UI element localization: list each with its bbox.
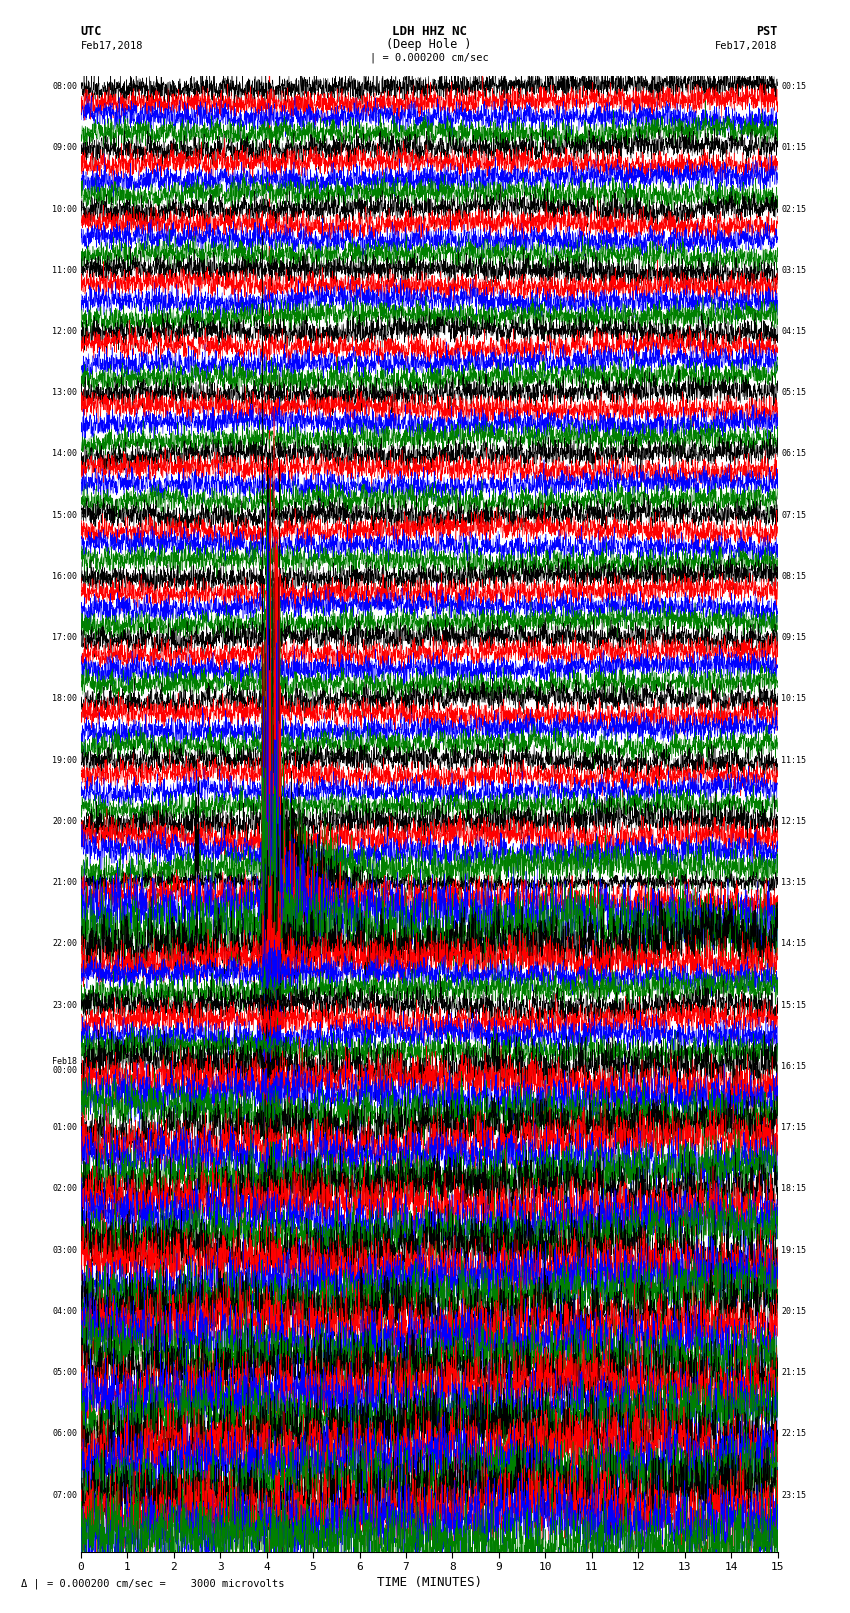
Text: 11:00: 11:00 <box>52 266 77 274</box>
Text: Δ |: Δ | <box>21 1579 40 1589</box>
Text: 22:15: 22:15 <box>781 1429 807 1439</box>
Text: 18:15: 18:15 <box>781 1184 807 1194</box>
Text: 14:15: 14:15 <box>781 939 807 948</box>
Text: 20:15: 20:15 <box>781 1307 807 1316</box>
Text: 11:15: 11:15 <box>781 755 807 765</box>
Text: 14:00: 14:00 <box>52 450 77 458</box>
Text: 19:00: 19:00 <box>52 755 77 765</box>
Text: 17:15: 17:15 <box>781 1123 807 1132</box>
Text: 05:00: 05:00 <box>52 1368 77 1378</box>
Text: 08:00: 08:00 <box>52 82 77 90</box>
Text: | = 0.000200 cm/sec: | = 0.000200 cm/sec <box>370 52 489 63</box>
Text: 00:15: 00:15 <box>781 82 807 90</box>
Text: 21:00: 21:00 <box>52 877 77 887</box>
Text: (Deep Hole ): (Deep Hole ) <box>387 37 472 50</box>
Text: 02:00: 02:00 <box>52 1184 77 1194</box>
Text: 15:15: 15:15 <box>781 1000 807 1010</box>
Text: 23:00: 23:00 <box>52 1000 77 1010</box>
Text: Feb18: Feb18 <box>52 1057 77 1066</box>
Text: 18:00: 18:00 <box>52 695 77 703</box>
Text: 12:15: 12:15 <box>781 816 807 826</box>
Text: 06:15: 06:15 <box>781 450 807 458</box>
Text: 01:00: 01:00 <box>52 1123 77 1132</box>
Text: 00:00: 00:00 <box>52 1066 77 1076</box>
Text: 04:00: 04:00 <box>52 1307 77 1316</box>
Text: 13:00: 13:00 <box>52 389 77 397</box>
Text: UTC: UTC <box>81 24 102 37</box>
Text: 23:15: 23:15 <box>781 1490 807 1500</box>
Text: 01:15: 01:15 <box>781 144 807 152</box>
Text: 06:00: 06:00 <box>52 1429 77 1439</box>
Text: PST: PST <box>756 24 778 37</box>
Text: 19:15: 19:15 <box>781 1245 807 1255</box>
Text: 21:15: 21:15 <box>781 1368 807 1378</box>
Text: 16:15: 16:15 <box>781 1061 807 1071</box>
Text: 03:00: 03:00 <box>52 1245 77 1255</box>
Text: 17:00: 17:00 <box>52 634 77 642</box>
Text: 15:00: 15:00 <box>52 511 77 519</box>
Text: 07:00: 07:00 <box>52 1490 77 1500</box>
Text: 05:15: 05:15 <box>781 389 807 397</box>
Text: Feb17,2018: Feb17,2018 <box>715 40 778 50</box>
Text: 03:15: 03:15 <box>781 266 807 274</box>
Text: 10:15: 10:15 <box>781 695 807 703</box>
Text: 02:15: 02:15 <box>781 205 807 213</box>
Text: LDH HHZ NC: LDH HHZ NC <box>392 24 467 37</box>
Text: 13:15: 13:15 <box>781 877 807 887</box>
Text: 16:00: 16:00 <box>52 573 77 581</box>
Text: 09:15: 09:15 <box>781 634 807 642</box>
X-axis label: TIME (MINUTES): TIME (MINUTES) <box>377 1576 482 1589</box>
Text: 07:15: 07:15 <box>781 511 807 519</box>
Text: = 0.000200 cm/sec =    3000 microvolts: = 0.000200 cm/sec = 3000 microvolts <box>47 1579 284 1589</box>
Text: 20:00: 20:00 <box>52 816 77 826</box>
Text: Feb17,2018: Feb17,2018 <box>81 40 144 50</box>
Text: 04:15: 04:15 <box>781 327 807 336</box>
Text: 09:00: 09:00 <box>52 144 77 152</box>
Text: 22:00: 22:00 <box>52 939 77 948</box>
Text: 10:00: 10:00 <box>52 205 77 213</box>
Text: 08:15: 08:15 <box>781 573 807 581</box>
Text: 12:00: 12:00 <box>52 327 77 336</box>
